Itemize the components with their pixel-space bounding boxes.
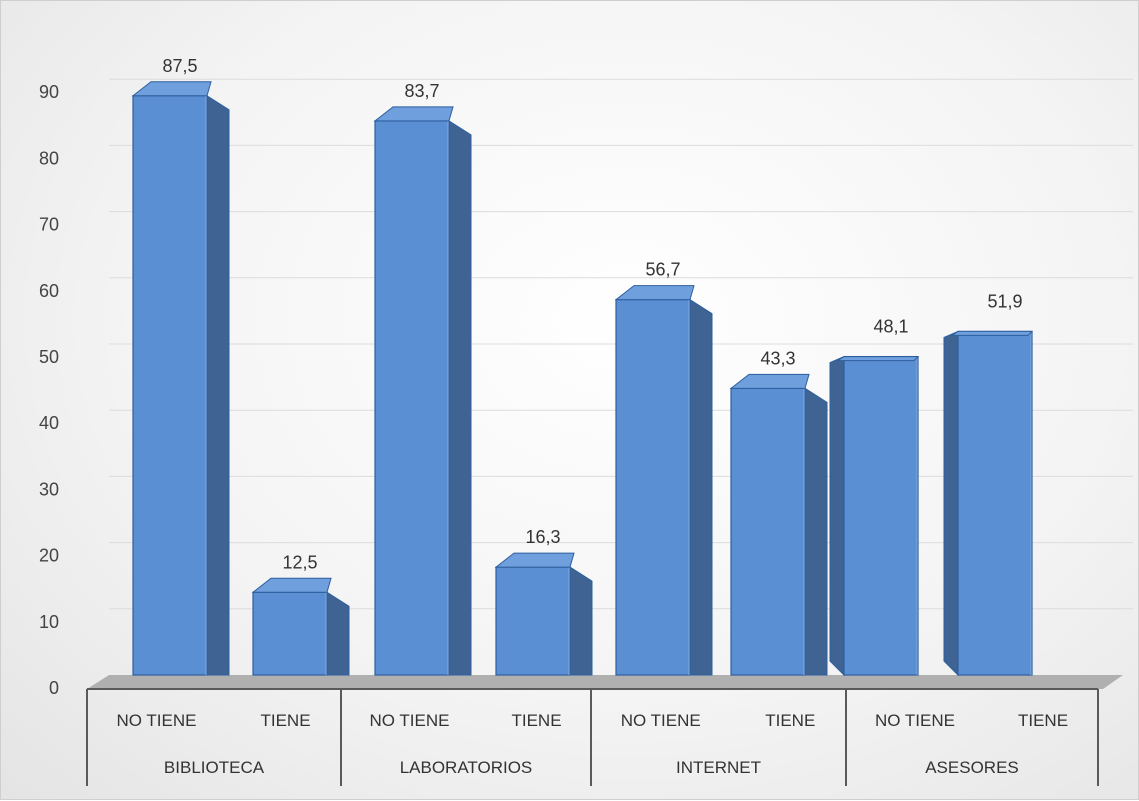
data-label: 56,7 bbox=[645, 260, 680, 280]
x-tick-label: TIENE bbox=[765, 711, 815, 730]
x-group-label: INTERNET bbox=[676, 758, 761, 777]
y-axis-ticks: 0 10 20 30 40 50 60 70 80 90 bbox=[39, 82, 59, 698]
bar-front-face bbox=[730, 387, 806, 676]
bar-4 bbox=[494, 552, 593, 676]
bar-side-face bbox=[689, 298, 713, 676]
y-tick-label: 90 bbox=[39, 82, 59, 102]
data-label: 16,3 bbox=[525, 527, 560, 547]
bar-side-face bbox=[943, 330, 959, 677]
data-label: 87,5 bbox=[162, 56, 197, 76]
y-tick-label: 30 bbox=[39, 479, 59, 499]
data-label: 83,7 bbox=[404, 81, 439, 101]
bar-top-face bbox=[373, 106, 454, 122]
bar-side-face bbox=[448, 119, 472, 676]
x-group-label: LABORATORIOS bbox=[400, 758, 533, 777]
data-label: 12,5 bbox=[282, 552, 317, 572]
x-group-label: ASESORES bbox=[925, 758, 1019, 777]
bar-front-face bbox=[843, 355, 919, 676]
bar-8 bbox=[943, 330, 1034, 677]
bars bbox=[131, 81, 1034, 677]
bar-top-face bbox=[950, 330, 1034, 336]
y-tick-label: 40 bbox=[39, 413, 59, 433]
data-label: 43,3 bbox=[760, 348, 795, 368]
bar-side-face bbox=[569, 566, 593, 676]
y-tick-label: 10 bbox=[39, 612, 59, 632]
bar-5 bbox=[614, 285, 713, 676]
bar-3 bbox=[373, 106, 472, 676]
x-tick-label: TIENE bbox=[260, 711, 310, 730]
data-labels: 87,5 12,5 83,7 16,3 56,7 43,3 48,1 51,9 bbox=[162, 56, 1022, 573]
data-label: 51,9 bbox=[987, 291, 1022, 311]
bar-top-face bbox=[836, 356, 920, 362]
chart-floor bbox=[87, 675, 1123, 689]
y-tick-label: 0 bbox=[49, 678, 59, 698]
bar-front-face bbox=[374, 120, 450, 676]
data-label: 48,1 bbox=[873, 317, 908, 337]
bar-side-face bbox=[804, 387, 828, 676]
bar-top-face bbox=[251, 577, 332, 593]
x-group-label: BIBLIOTECA bbox=[164, 758, 265, 777]
x-tick-label: NO TIENE bbox=[370, 711, 450, 730]
bar-side-face bbox=[829, 355, 845, 677]
bar-front-face bbox=[615, 299, 691, 676]
bar-front-face bbox=[495, 566, 571, 676]
bar-top-face bbox=[729, 373, 810, 389]
x-tick-label: NO TIENE bbox=[875, 711, 955, 730]
y-tick-label: 50 bbox=[39, 347, 59, 367]
bar-2 bbox=[251, 577, 350, 676]
y-tick-label: 60 bbox=[39, 281, 59, 301]
y-tick-label: 80 bbox=[39, 148, 59, 168]
bar-side-face bbox=[206, 94, 230, 676]
bar-side-face bbox=[326, 591, 350, 676]
bar-6 bbox=[729, 373, 828, 676]
bar-top-face bbox=[614, 285, 695, 301]
floor-plane bbox=[87, 675, 1123, 689]
x-tick-label: NO TIENE bbox=[117, 711, 197, 730]
y-tick-label: 70 bbox=[39, 215, 59, 235]
bar-front-face bbox=[957, 330, 1033, 676]
x-tick-label: TIENE bbox=[1018, 711, 1068, 730]
bar-top-face bbox=[494, 552, 575, 568]
bar-top-face bbox=[131, 81, 212, 97]
x-tick-label: NO TIENE bbox=[621, 711, 701, 730]
bar-7 bbox=[829, 355, 920, 677]
bar-1 bbox=[131, 81, 230, 676]
x-tick-label: TIENE bbox=[511, 711, 561, 730]
y-tick-label: 20 bbox=[39, 546, 59, 566]
bar-front-face bbox=[252, 591, 328, 676]
category-axis: NO TIENE TIENE NO TIENE TIENE NO TIENE TIENE N… bbox=[86, 688, 1099, 786]
bar-front-face bbox=[132, 95, 208, 676]
